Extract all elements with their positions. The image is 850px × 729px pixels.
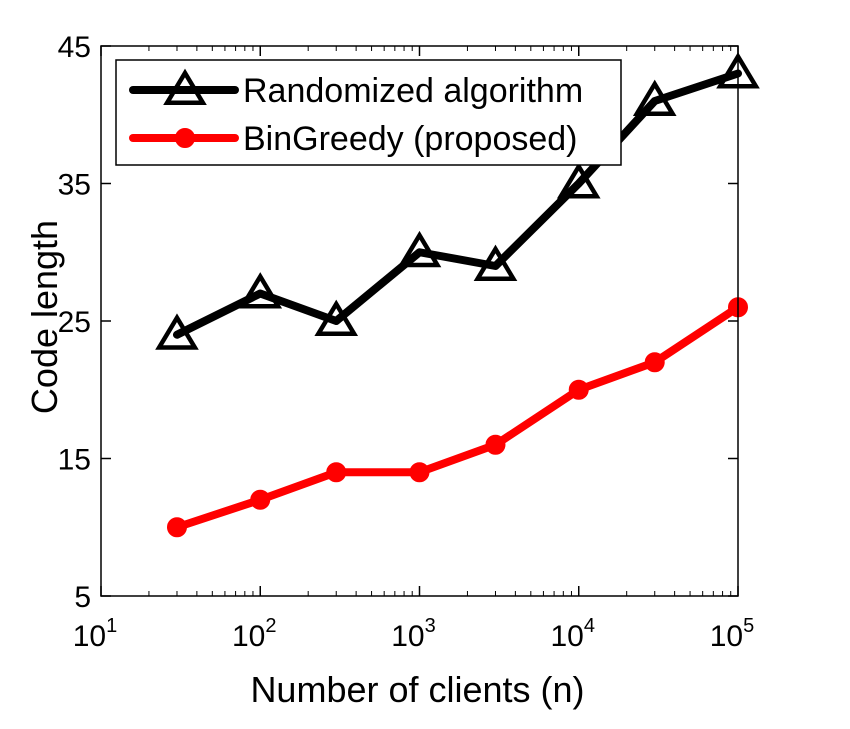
x-tick-exponent: 2 (265, 615, 276, 637)
x-tick-base: 10 (551, 620, 584, 653)
series-layer (155, 52, 760, 538)
x-tick-base: 10 (391, 620, 424, 653)
x-tick-exponent: 3 (425, 615, 436, 637)
x-tick-label: 103 (391, 615, 436, 653)
data-point-circle (485, 434, 506, 455)
y-tick-label: 15 (58, 444, 91, 477)
data-point-circle (250, 489, 271, 510)
x-tick-exponent: 4 (584, 615, 595, 637)
x-tick-exponent: 1 (106, 615, 117, 637)
legend: Randomized algorithm BinGreedy (proposed) (115, 59, 622, 166)
data-point-circle (166, 517, 187, 538)
data-point-triangle (314, 299, 359, 336)
data-point-triangle (473, 244, 518, 281)
x-tick-base: 10 (710, 620, 743, 653)
y-axis-label: Code length (24, 220, 65, 414)
x-tick-label: 102 (232, 615, 277, 653)
data-point-triangle (556, 162, 601, 199)
x-tick-base: 10 (232, 620, 265, 653)
data-point-triangle (632, 79, 677, 116)
data-point-triangle (397, 230, 442, 268)
data-point-triangle (155, 313, 199, 350)
data-point-circle (409, 462, 430, 483)
x-axis-label: Number of clients (n) (250, 669, 584, 710)
x-tick-label: 105 (710, 615, 755, 653)
legend-marker-triangle (163, 68, 207, 105)
data-point-circle (644, 352, 665, 373)
legend-label: BinGreedy (proposed) (243, 120, 578, 158)
y-tick-label: 5 (74, 581, 91, 614)
x-tick-base: 10 (73, 620, 106, 653)
legend-label: Randomized algorithm (243, 72, 583, 110)
plot-frame (100, 45, 739, 597)
x-tick-exponent: 5 (743, 615, 754, 637)
data-point-circle (326, 462, 347, 483)
y-tick-label: 35 (58, 169, 91, 202)
x-tick-label: 104 (551, 615, 596, 653)
data-point-triangle (238, 272, 283, 309)
legend-box (115, 59, 622, 166)
x-tick-label: 101 (73, 615, 118, 653)
series-line (172, 303, 742, 532)
data-point-circle (568, 379, 589, 400)
y-tick-label: 45 (58, 31, 91, 64)
y-tick-label: 25 (58, 306, 91, 339)
legend-marker-circle (175, 128, 195, 148)
